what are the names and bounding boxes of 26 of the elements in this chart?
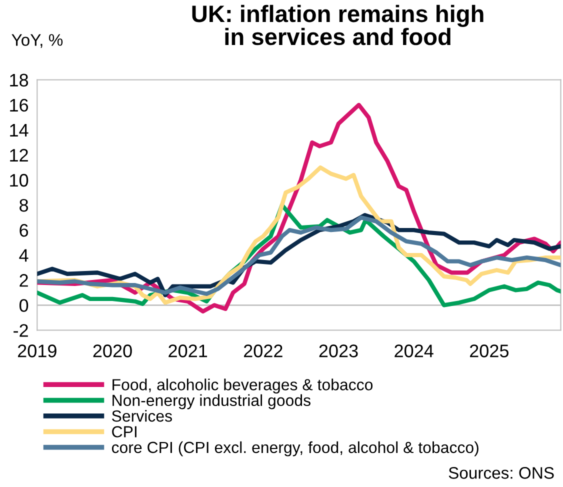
y-tick-label: 0 xyxy=(19,299,28,312)
x-tick-label: 2020 xyxy=(93,344,132,358)
y-tick-label: 14 xyxy=(10,124,28,136)
x-tick-label: 2022 xyxy=(244,344,282,358)
legend-label: CPI xyxy=(112,426,136,438)
legend-label: Services xyxy=(112,410,172,422)
y-tick-label: 16 xyxy=(10,98,28,112)
y-tick-label: -2 xyxy=(14,324,28,337)
legend-label: Non-energy industrial goods xyxy=(112,394,310,410)
y-tick-label: 6 xyxy=(20,224,28,237)
y-tick-label: 18 xyxy=(10,74,28,87)
y-axis-title: YoY, % xyxy=(12,34,63,48)
y-tick-label: 8 xyxy=(20,198,28,212)
legend-label: Food, alcoholic beverages & tobacco xyxy=(112,378,373,394)
y-tick-label: 10 xyxy=(10,174,28,187)
legend-label: core CPI (CPI excl. energy, food, alcohol & tobacco) xyxy=(112,441,478,456)
x-tick-label: 2024 xyxy=(394,344,434,358)
x-tick-label: 2021 xyxy=(168,344,208,358)
x-tick-label: 2019 xyxy=(18,344,56,358)
source-note: Sources: ONS xyxy=(448,467,554,479)
y-tick-label: 2 xyxy=(20,274,28,287)
y-tick-label: 12 xyxy=(10,148,28,162)
x-tick-label: 2025 xyxy=(470,344,509,358)
x-tick-label: 2023 xyxy=(319,344,358,358)
y-tick-label: 4 xyxy=(19,249,28,262)
chart-title: UK: inflation remains high in services and food xyxy=(192,4,484,46)
